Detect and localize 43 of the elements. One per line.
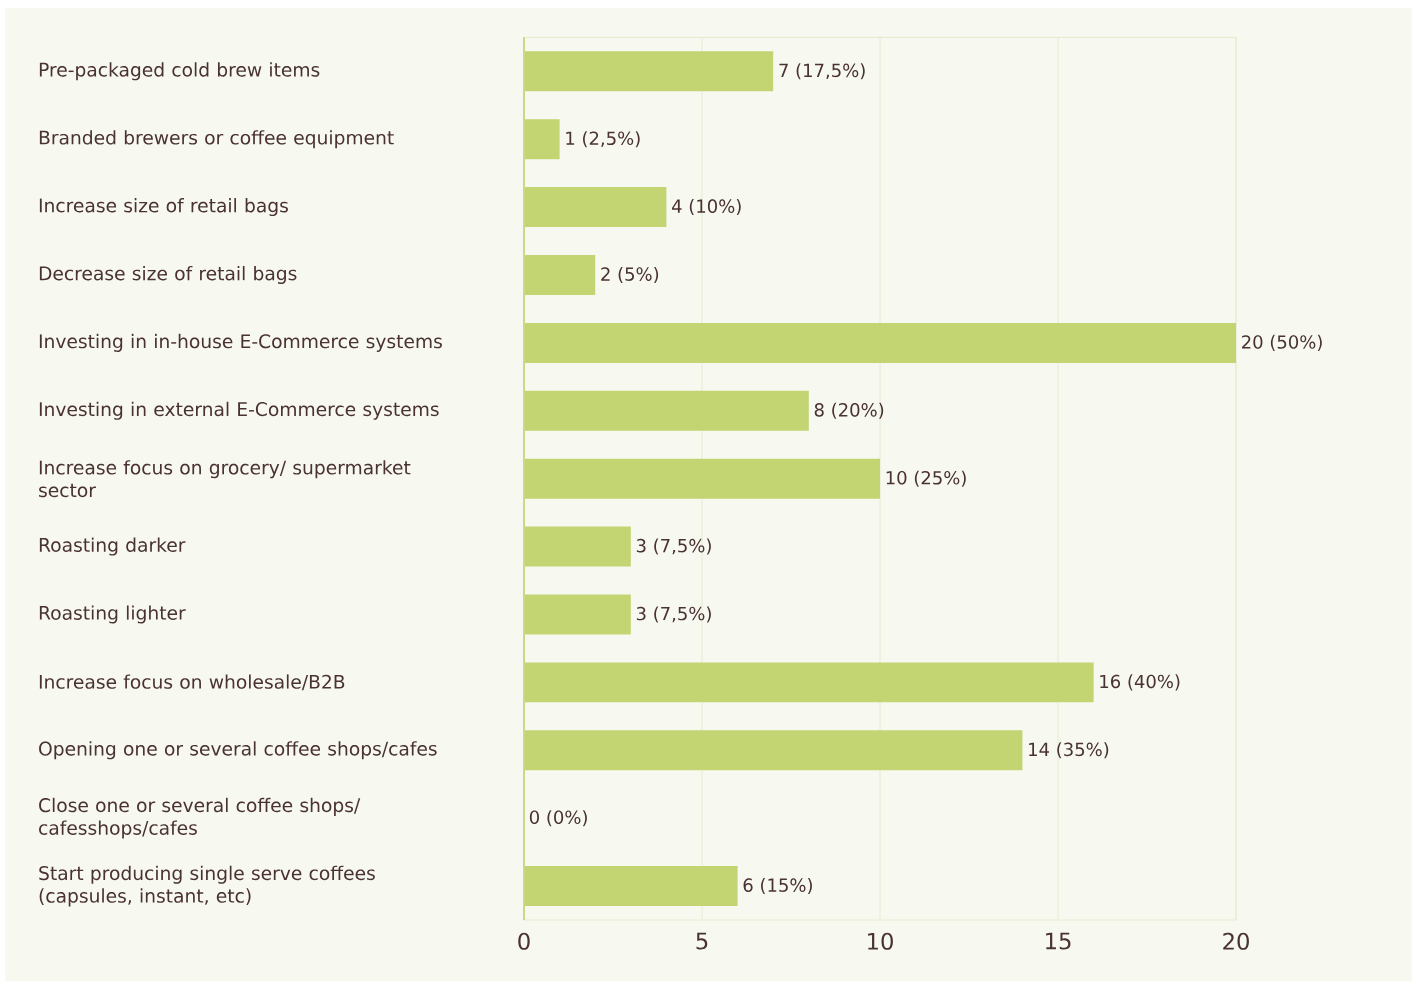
y-tick-label: Roasting darker — [39, 537, 186, 556]
data-label: 7 (17,5%) — [779, 63, 865, 80]
y-tick-label: Close one or several coffee shops/ cafesshops/cafes — [39, 797, 361, 839]
bar — [524, 323, 1237, 364]
x-tick-label: 20 — [1223, 932, 1249, 951]
y-tick-label: Increase focus on grocery/ supermarket sector — [39, 460, 411, 498]
x-tick-label: 5 — [696, 932, 708, 950]
y-tick-label: Opening one or several coffee shops/cafes — [39, 741, 437, 760]
y-tick-label: Pre-packaged cold brew items — [39, 62, 320, 81]
data-label: 0 (0%) — [529, 810, 587, 827]
bar — [524, 526, 631, 567]
bar — [524, 390, 809, 431]
data-label: 1 (2,5%) — [566, 131, 640, 148]
data-label: 3 (7,5%) — [636, 606, 711, 623]
bar — [524, 187, 667, 228]
bar — [524, 51, 774, 92]
bar — [524, 119, 560, 160]
y-tick-label: Roasting lighter — [39, 605, 186, 624]
bar — [524, 662, 1094, 703]
data-label: 20 (50%) — [1242, 335, 1322, 352]
data-label: 4 (10%) — [671, 199, 741, 216]
y-tick-label: Investing in in-house E-Commerce systems — [39, 334, 442, 353]
bar — [524, 255, 596, 296]
bar — [524, 594, 631, 635]
x-tick-label: 15 — [1046, 932, 1071, 950]
y-tick-label: Increase focus on wholesale/B2B — [39, 674, 345, 691]
y-tick-label: Investing in external E-Commerce systems — [39, 401, 439, 420]
bar — [524, 458, 881, 499]
data-label: 6 (15%) — [743, 878, 812, 895]
bar — [524, 730, 1023, 771]
data-label: 8 (20%) — [814, 402, 884, 419]
bar — [524, 866, 738, 907]
data-label: 16 (40%) — [1100, 674, 1180, 691]
y-tick-label: Decrease size of retail bags — [39, 266, 297, 285]
y-tick-label: Branded brewers or coffee equipment — [39, 130, 394, 149]
x-tick-label: 10 — [868, 932, 893, 951]
data-label: 14 (35%) — [1029, 742, 1109, 759]
data-label: 2 (5%) — [601, 267, 659, 284]
x-tick-label: 0 — [518, 932, 530, 951]
data-label: 10 (25%) — [886, 470, 966, 487]
y-tick-label: Start producing single serve coffees (capsules, instant, etc) — [39, 865, 375, 907]
y-tick-label: Increase size of retail bags — [39, 198, 288, 217]
data-label: 3 (7,5%) — [636, 538, 711, 555]
